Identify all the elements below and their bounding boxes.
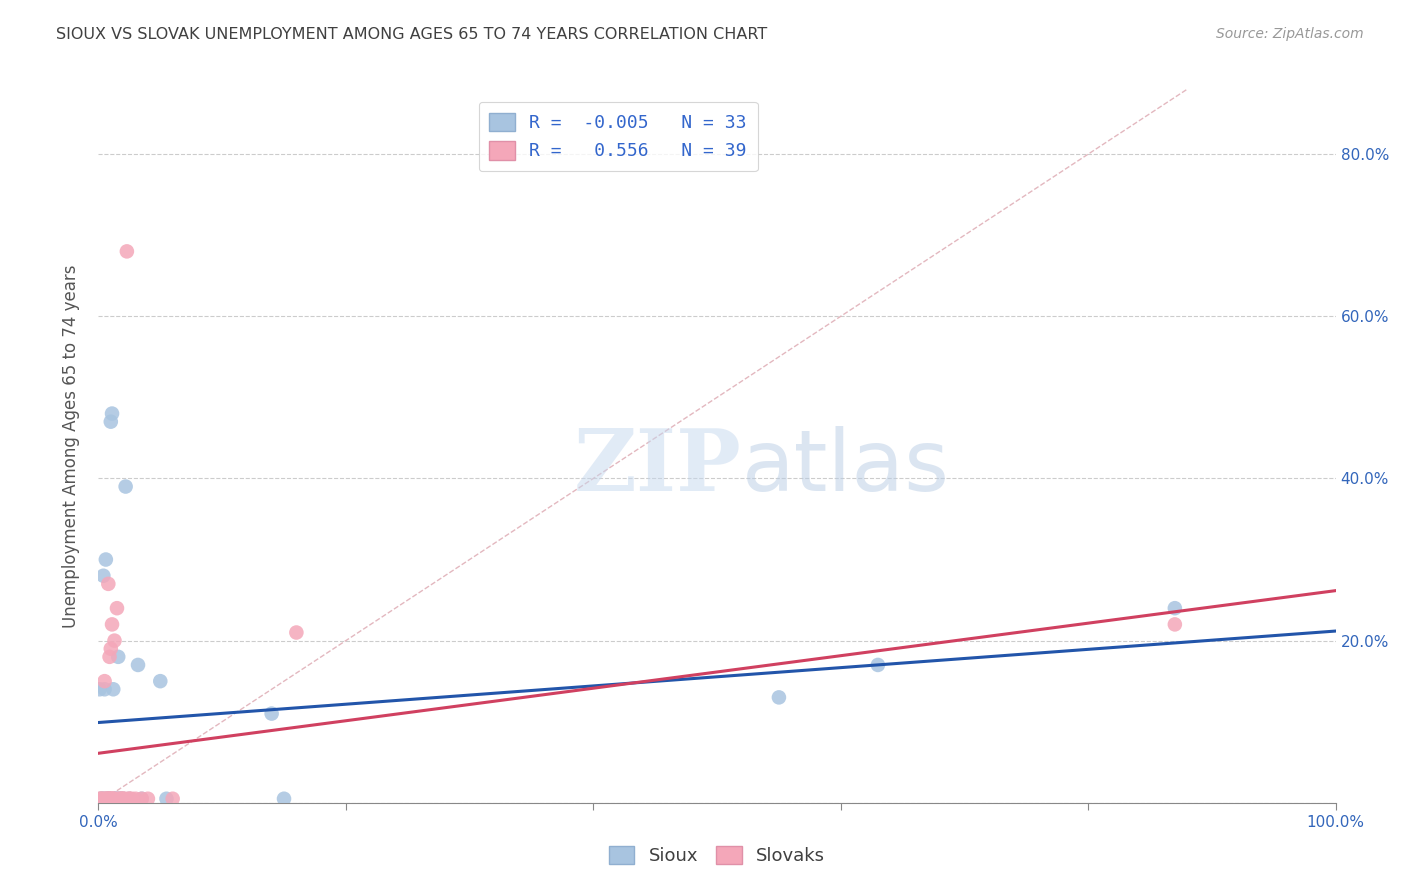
Point	[121, 791, 143, 805]
Text: Source: ZipAtlas.com: Source: ZipAtlas.com	[1216, 27, 1364, 41]
Point	[98, 649, 121, 664]
Point	[124, 791, 146, 805]
Point	[101, 791, 124, 805]
Point	[114, 479, 136, 493]
Point	[97, 791, 120, 805]
Point	[866, 657, 889, 672]
Point	[103, 791, 125, 805]
Point	[162, 791, 184, 805]
Point	[108, 791, 131, 805]
Point	[101, 407, 124, 421]
Point	[131, 791, 153, 805]
Text: atlas: atlas	[742, 425, 950, 509]
Point	[118, 791, 141, 805]
Point	[118, 791, 141, 805]
Point	[91, 791, 114, 805]
Point	[94, 791, 117, 805]
Point	[111, 791, 134, 805]
Point	[105, 601, 128, 615]
Point	[101, 617, 124, 632]
Point	[118, 791, 141, 805]
Point	[96, 791, 118, 805]
Point	[94, 552, 117, 566]
Legend: Sioux, Slovaks: Sioux, Slovaks	[602, 838, 832, 872]
Point	[110, 791, 132, 805]
Point	[93, 568, 115, 582]
Point	[100, 415, 122, 429]
Point	[107, 649, 129, 664]
Point	[112, 791, 135, 805]
Point	[96, 791, 118, 805]
Point	[100, 641, 122, 656]
Point	[273, 791, 295, 805]
Point	[93, 791, 115, 805]
Point	[115, 244, 138, 259]
Point	[1164, 617, 1187, 632]
Point	[98, 791, 121, 805]
Point	[285, 625, 308, 640]
Point	[108, 791, 131, 805]
Point	[89, 682, 111, 697]
Point	[98, 791, 121, 805]
Point	[90, 791, 112, 805]
Point	[103, 791, 125, 805]
Point	[112, 791, 135, 805]
Point	[105, 791, 128, 805]
Point	[768, 690, 790, 705]
Point	[105, 791, 128, 805]
Point	[97, 791, 120, 805]
Point	[100, 791, 122, 805]
Y-axis label: Unemployment Among Ages 65 to 74 years: Unemployment Among Ages 65 to 74 years	[62, 264, 80, 628]
Point	[260, 706, 283, 721]
Point	[100, 791, 122, 805]
Point	[155, 791, 177, 805]
Point	[110, 791, 132, 805]
Point	[89, 791, 111, 805]
Point	[104, 791, 127, 805]
Point	[93, 682, 115, 697]
Point	[127, 657, 149, 672]
Point	[114, 791, 136, 805]
Point	[98, 791, 121, 805]
Point	[136, 791, 159, 805]
Point	[103, 633, 125, 648]
Point	[112, 791, 135, 805]
Point	[1164, 601, 1187, 615]
Point	[96, 791, 118, 805]
Point	[131, 791, 153, 805]
Point	[93, 791, 115, 805]
Text: ZIP: ZIP	[574, 425, 742, 509]
Point	[97, 577, 120, 591]
Point	[93, 674, 115, 689]
Point	[90, 791, 112, 805]
Text: SIOUX VS SLOVAK UNEMPLOYMENT AMONG AGES 65 TO 74 YEARS CORRELATION CHART: SIOUX VS SLOVAK UNEMPLOYMENT AMONG AGES …	[56, 27, 768, 42]
Point	[94, 791, 117, 805]
Point	[149, 674, 172, 689]
Point	[103, 791, 125, 805]
Point	[91, 791, 114, 805]
Point	[103, 682, 125, 697]
Point	[103, 791, 125, 805]
